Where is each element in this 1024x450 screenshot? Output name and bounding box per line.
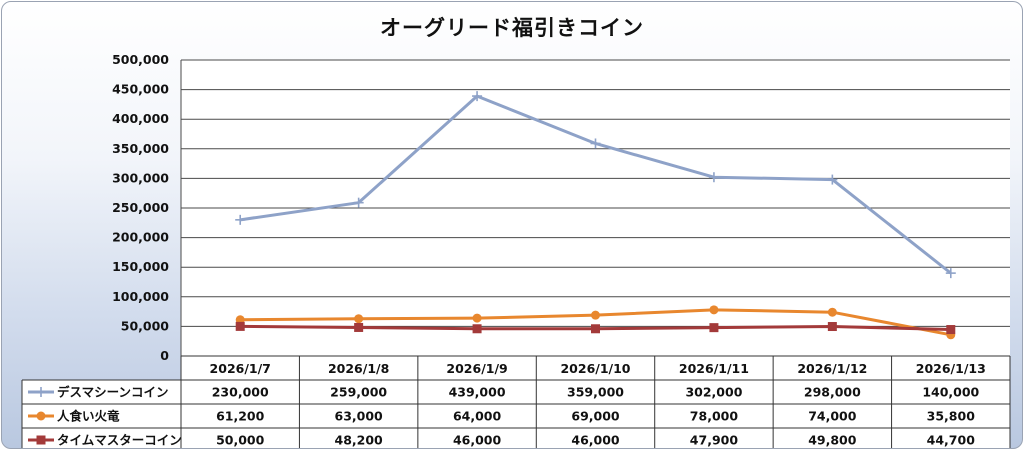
data-point [353,197,364,208]
y-tick-label: 0 [160,348,169,363]
data-value-label: 78,000 [690,409,739,424]
data-value-label: 50,000 [216,433,265,448]
x-category-label: 2026/1/13 [916,361,986,376]
data-point [235,214,246,225]
x-category-label: 2026/1/9 [446,361,507,376]
data-value-label: 64,000 [453,409,502,424]
x-category-label: 2026/1/10 [560,361,630,376]
legend-key-marker [36,411,46,421]
data-value-label: 259,000 [330,385,387,400]
legend-key-marker [36,435,46,445]
data-value-label: 298,000 [804,385,861,400]
x-category-label: 2026/1/11 [679,361,749,376]
data-point [472,91,483,102]
data-value-label: 63,000 [335,409,384,424]
data-value-label: 359,000 [567,385,624,400]
data-value-label: 230,000 [212,385,269,400]
data-point [709,323,719,333]
data-point [472,313,482,323]
data-value-label: 44,700 [927,433,976,448]
y-tick-label: 50,000 [121,318,170,333]
x-category-label: 2026/1/12 [797,361,867,376]
data-point [354,322,364,332]
legend-series-name: デスマシーンコイン [57,385,169,400]
y-tick-label: 150,000 [112,259,169,274]
legend-key-marker [36,387,46,397]
data-value-label: 46,000 [453,433,502,448]
data-point [946,325,956,335]
data-value-label: 48,200 [335,433,384,448]
data-point [827,307,837,317]
data-point [827,174,838,185]
legend-series-name: タイムマスターコイン [57,433,182,448]
y-tick-label: 500,000 [112,52,169,67]
data-value-label: 74,000 [808,409,857,424]
data-value-label: 439,000 [449,385,506,400]
data-point [472,324,482,334]
y-tick-label: 250,000 [112,200,169,215]
data-point [590,138,601,149]
y-tick-label: 350,000 [112,141,169,156]
data-value-label: 302,000 [685,385,742,400]
y-tick-label: 200,000 [112,230,169,245]
data-value-label: 35,800 [927,409,976,424]
y-tick-label: 100,000 [112,289,169,304]
data-point [591,310,600,320]
x-category-label: 2026/1/7 [210,361,271,376]
data-point [591,324,600,334]
data-value-label: 69,000 [571,409,620,424]
data-value-label: 47,900 [690,433,739,448]
data-value-label: 61,200 [216,409,265,424]
data-point [235,321,245,331]
data-point [827,322,837,332]
legend-series-name: 人食い火竜 [57,409,120,424]
table-bg [181,356,1010,448]
data-value-label: 46,000 [571,433,620,448]
chart-title: オーグリード福引きコイン [380,16,644,40]
data-value-label: 49,800 [808,433,857,448]
data-point [708,172,719,183]
data-point [354,314,364,324]
y-tick-label: 400,000 [112,111,169,126]
data-point [945,268,956,279]
x-category-label: 2026/1/8 [328,361,389,376]
y-tick-label: 300,000 [112,170,169,185]
data-point [709,305,719,315]
y-tick-label: 450,000 [112,82,169,97]
data-value-label: 140,000 [922,385,979,400]
